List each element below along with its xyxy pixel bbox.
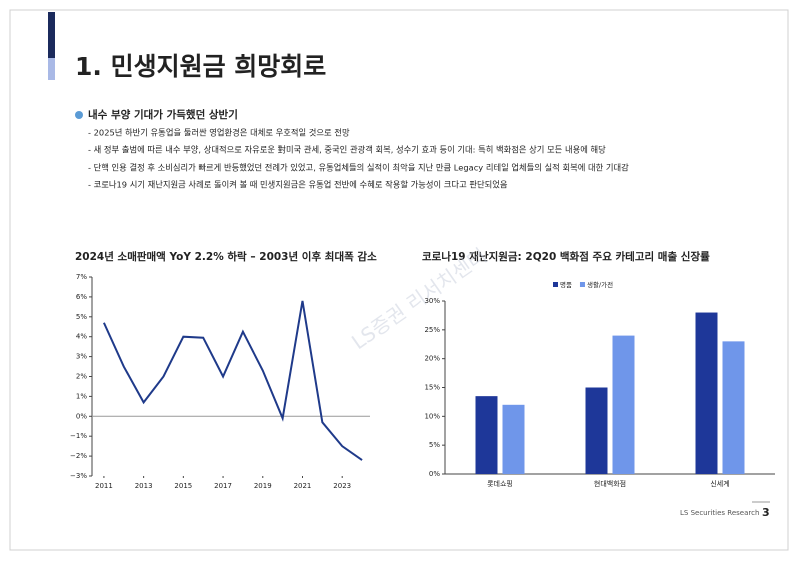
x-tick-label: 2021 [294, 482, 312, 490]
y-tick-label: 0% [429, 470, 440, 478]
x-tick-label: 2013 [135, 482, 153, 490]
x-tick-label: 2017 [214, 482, 232, 490]
legend-label: 생활/가전 [587, 280, 613, 289]
y-tick-label: 4% [76, 333, 87, 341]
chart-title: 코로나19 재난지원금: 2Q20 백화점 주요 카테고리 매출 신장률 [422, 250, 710, 263]
y-tick-label: 2% [76, 373, 87, 381]
x-tick-label: 2019 [254, 482, 272, 490]
legend-swatch [579, 282, 585, 287]
y-tick-label: 5% [429, 441, 440, 449]
y-tick-label: 20% [424, 355, 440, 363]
y-tick-label: 6% [76, 293, 87, 301]
title: 1. 민생지원금 희망회로 [75, 52, 326, 81]
x-tick-label: 롯데쇼핑 [487, 479, 513, 488]
y-tick-label: −2% [70, 452, 87, 460]
x-tick-label: 신세계 [710, 479, 729, 488]
legend-swatch [553, 282, 558, 287]
slide-border [9, 9, 789, 551]
x-tick-label: 현대백화점 [594, 479, 626, 488]
bullet-dot [75, 111, 83, 119]
legend-label: 명품 [560, 280, 572, 289]
y-tick-label: 25% [424, 326, 440, 334]
line [103, 300, 363, 461]
bullet: - 코로나19 시기 재난지원금 사례로 돌이켜 볼 때 민생지원금은 유통업 … [88, 180, 508, 190]
y-tick-label: 0% [76, 412, 87, 420]
bar [585, 387, 608, 474]
page-number: 3 [762, 506, 770, 519]
bar [502, 404, 525, 474]
y-tick-label: 15% [424, 384, 440, 392]
bullet: - 새 정부 출범에 따른 내수 부양, 상대적으로 자유로운 對미국 관세, … [88, 145, 606, 155]
x-tick-label: 2023 [333, 482, 351, 490]
y-tick-label: 1% [76, 392, 87, 400]
chart-title: 2024년 소매판매액 YoY 2.2% 하락 – 2003년 이후 최대폭 감… [75, 250, 377, 263]
y-tick-label: −1% [70, 432, 87, 440]
title-accent-light [48, 58, 55, 80]
section-heading: 내수 부양 기대가 가득했던 상반기 [88, 108, 238, 121]
bar [612, 335, 635, 474]
footer-source: LS Securities Research [680, 509, 759, 517]
y-tick-label: 5% [76, 313, 87, 321]
title-accent [48, 12, 55, 58]
x-tick-label: 2015 [174, 482, 192, 490]
bar [722, 341, 745, 474]
y-tick-label: 3% [76, 353, 87, 361]
y-tick-label: 7% [76, 273, 87, 281]
bar [695, 312, 718, 474]
y-tick-label: 10% [424, 412, 440, 420]
bullet: - 단핵 인용 결정 후 소비심리가 빠르게 반등했었던 전례가 있었고, 유통… [88, 163, 629, 173]
y-tick-label: −3% [70, 472, 87, 480]
bullet: - 2025년 하반기 유통업을 둘러싼 영업환경은 대체로 우호적일 것으로 … [88, 128, 350, 138]
x-tick-label: 2011 [95, 482, 113, 490]
bar [475, 396, 498, 474]
y-tick-label: 30% [424, 297, 440, 305]
